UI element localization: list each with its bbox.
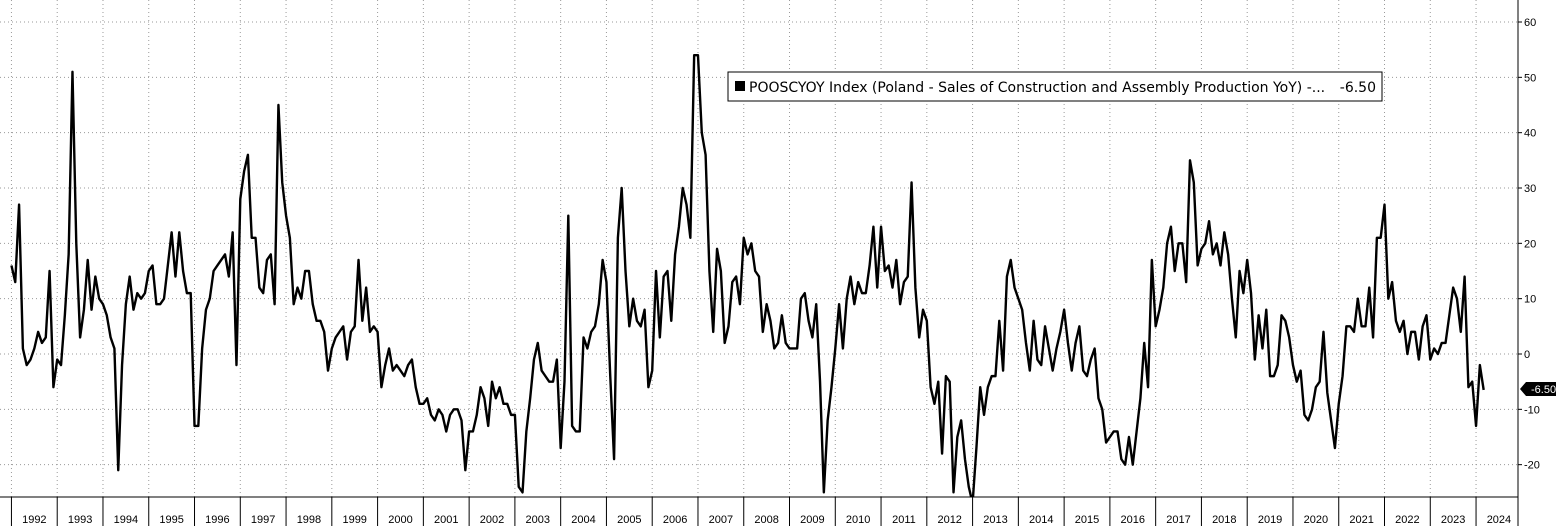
x-tick-label: 1994 — [114, 514, 138, 526]
last-value-marker: -6.50 — [1520, 382, 1556, 396]
x-tick-label: 2007 — [709, 514, 733, 526]
x-tick-label: 2001 — [434, 514, 458, 526]
x-tick-label: 2015 — [1075, 514, 1099, 526]
x-tick-label: 2000 — [388, 514, 412, 526]
y-tick-label: 20 — [1524, 238, 1536, 250]
y-tick-label: 30 — [1524, 183, 1536, 195]
y-tick-label: 10 — [1524, 294, 1536, 306]
legend-series-label: POOSCYOY Index (Poland - Sales of Constr… — [749, 80, 1325, 96]
y-tick-label: -10 — [1524, 404, 1540, 416]
x-tick-label: 1993 — [68, 514, 92, 526]
last-value-badge — [1520, 382, 1556, 396]
x-tick-label: 2021 — [1349, 514, 1373, 526]
x-tick-label: 2006 — [663, 514, 687, 526]
legend-box — [727, 71, 1383, 102]
last-value-label: -6.50 — [1531, 384, 1556, 396]
x-tick-label: 1998 — [297, 514, 321, 526]
x-tick-label: 2009 — [800, 514, 824, 526]
x-tick-label: 1995 — [159, 514, 183, 526]
x-tick-label: 2011 — [892, 514, 916, 526]
legend: POOSCYOY Index (Poland - Sales of Constr… — [727, 71, 1383, 102]
x-tick-label: 2019 — [1258, 514, 1282, 526]
x-tick-label: 2003 — [526, 514, 550, 526]
x-tick-label: 1992 — [22, 514, 46, 526]
x-tick-label: 2010 — [846, 514, 870, 526]
x-tick-label: 2004 — [571, 514, 595, 526]
y-tick-label: 60 — [1524, 17, 1536, 29]
x-tick-label: 1999 — [342, 514, 366, 526]
x-tick-label: 1997 — [251, 514, 275, 526]
y-tick-label: 50 — [1524, 72, 1536, 84]
y-tick-label: 0 — [1524, 349, 1530, 361]
x-tick-label: 2002 — [480, 514, 504, 526]
x-tick-label: 1996 — [205, 514, 229, 526]
x-tick-label: 2024 — [1487, 514, 1511, 526]
x-tick-label: 2016 — [1121, 514, 1145, 526]
series-line — [10, 54, 1485, 497]
x-tick-label: 2022 — [1395, 514, 1419, 526]
x-tick-label: 2013 — [983, 514, 1007, 526]
y-tick-label: -20 — [1524, 460, 1540, 472]
y-tick-label: 40 — [1524, 128, 1536, 140]
legend-last-value: -6.50 — [1340, 80, 1376, 96]
x-tick-label: 2018 — [1212, 514, 1236, 526]
series-layer — [10, 54, 1485, 497]
x-tick-label: 2008 — [754, 514, 778, 526]
gridlines — [0, 0, 1518, 497]
x-tick-label: 2005 — [617, 514, 641, 526]
x-tick-label: 2014 — [1029, 514, 1053, 526]
x-tick-label: 2023 — [1441, 514, 1465, 526]
legend-swatch — [735, 81, 745, 91]
x-tick-label: 2020 — [1304, 514, 1328, 526]
x-tick-label: 2017 — [1166, 514, 1190, 526]
x-tick-label: 2012 — [937, 514, 961, 526]
